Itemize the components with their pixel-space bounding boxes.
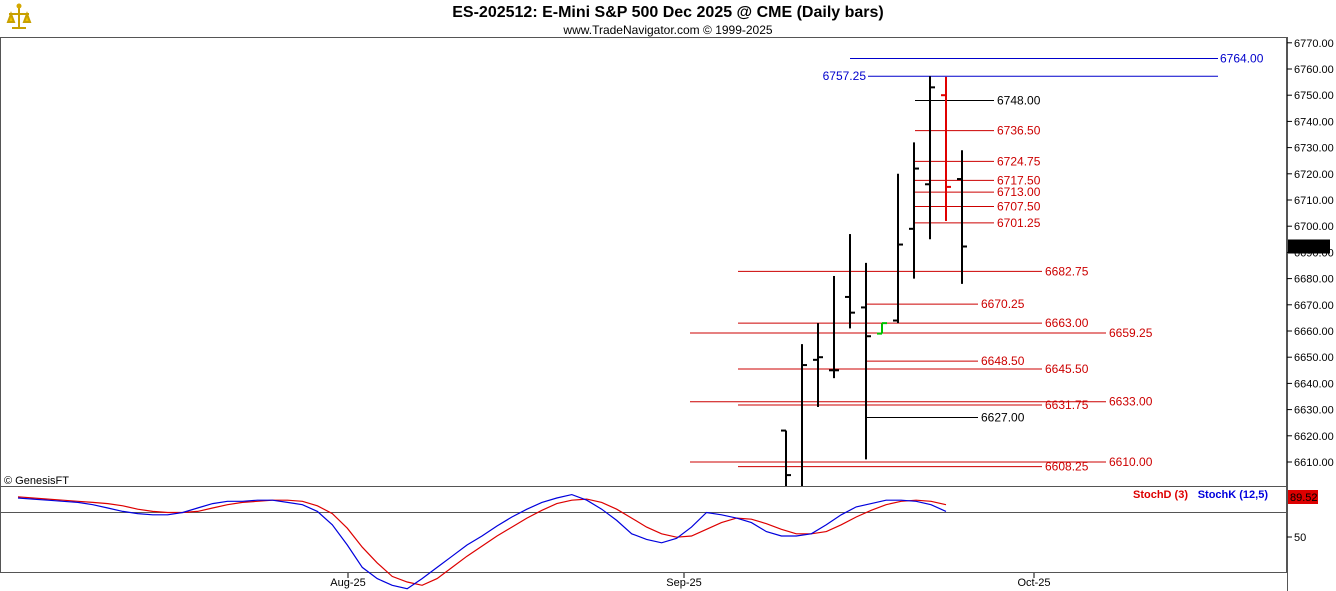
level-label: 6648.50	[981, 354, 1025, 368]
price-panel	[0, 37, 1287, 487]
oscillator-panel	[0, 486, 1287, 573]
y-tick-label: 6630.00	[1294, 405, 1334, 417]
stoch-d-line	[17, 496, 947, 586]
y-tick-label: 6760.00	[1294, 64, 1334, 76]
ohlc-bars	[781, 76, 967, 486]
y-tick-label: 6610.00	[1294, 457, 1334, 469]
price-axis: 6610.00 6620.00 6630.00 6640.00 6650.00 6660.…	[1287, 38, 1334, 469]
stoch-last-value: 89.52	[1290, 492, 1318, 504]
y-tick-label: 6740.00	[1294, 116, 1334, 128]
stoch-k-line	[17, 493, 947, 590]
level-label: 6764.00	[1220, 52, 1264, 66]
last-price-label: 6692.25	[1290, 242, 1330, 254]
level-label: 6713.00	[997, 185, 1041, 199]
stoch-legend-item: StochK (12,5)	[1198, 489, 1269, 501]
y-tick-label: 6650.00	[1294, 352, 1334, 364]
level-label: 6633.00	[1109, 395, 1153, 409]
stoch-legend-item: StochD (3)	[1133, 489, 1188, 501]
level-label: 6707.50	[997, 200, 1041, 214]
level-label: 6717.50	[997, 173, 1041, 187]
x-tick-label: Sep-25	[666, 577, 701, 589]
level-label: 6670.25	[981, 297, 1025, 311]
stoch-tick-label: 50	[1294, 532, 1306, 544]
level-label: 6608.25	[1045, 460, 1089, 474]
y-tick-label: 6670.00	[1294, 300, 1334, 312]
level-label: 6701.25	[997, 216, 1041, 230]
y-tick-label: 6710.00	[1294, 195, 1334, 207]
y-tick-label: 6680.00	[1294, 274, 1334, 286]
y-tick-label: 6700.00	[1294, 221, 1334, 233]
level-label: 6610.00	[1109, 455, 1153, 469]
y-tick-label: 6720.00	[1294, 169, 1334, 181]
last-price-box	[1288, 239, 1330, 254]
level-label: 6659.25	[1109, 326, 1153, 340]
stoch-last-box	[1288, 490, 1318, 504]
y-tick-label: 6730.00	[1294, 143, 1334, 155]
y-tick-label: 6640.00	[1294, 378, 1334, 390]
stochastic-panel: StochD (3) StochK (12,5) 89.52 50	[17, 489, 1318, 590]
chart-title: ES-202512: E-Mini S&P 500 Dec 2025 @ CME…	[452, 4, 884, 21]
level-label: 6645.50	[1045, 362, 1089, 376]
y-tick-label: 6660.00	[1294, 326, 1334, 338]
x-tick-label: Aug-25	[330, 577, 365, 589]
watermark: © GenesisFT	[4, 475, 69, 487]
level-label: 6682.75	[1045, 264, 1089, 278]
level-label: 6663.00	[1045, 316, 1089, 330]
price-levels: 6764.00 6757.25 6748.00 6736.50 6724.75 6717.…	[690, 52, 1264, 474]
level-label: 6631.75	[1045, 398, 1089, 412]
trade-navigator-logo-icon	[4, 3, 34, 33]
chart-subtitle: www.TradeNavigator.com © 1999-2025	[562, 23, 772, 37]
level-label: 6748.00	[997, 93, 1041, 107]
level-label: 6724.75	[997, 154, 1041, 168]
level-label: 6736.50	[997, 124, 1041, 138]
date-axis: Aug-25 Sep-25 Oct-25	[330, 573, 1051, 589]
y-tick-label: 6620.00	[1294, 431, 1334, 443]
y-tick-label: 6770.00	[1294, 38, 1334, 50]
level-label: 6627.00	[981, 410, 1025, 424]
level-label: 6757.25	[823, 69, 867, 83]
x-tick-label: Oct-25	[1017, 577, 1050, 589]
y-tick-label: 6750.00	[1294, 90, 1334, 102]
